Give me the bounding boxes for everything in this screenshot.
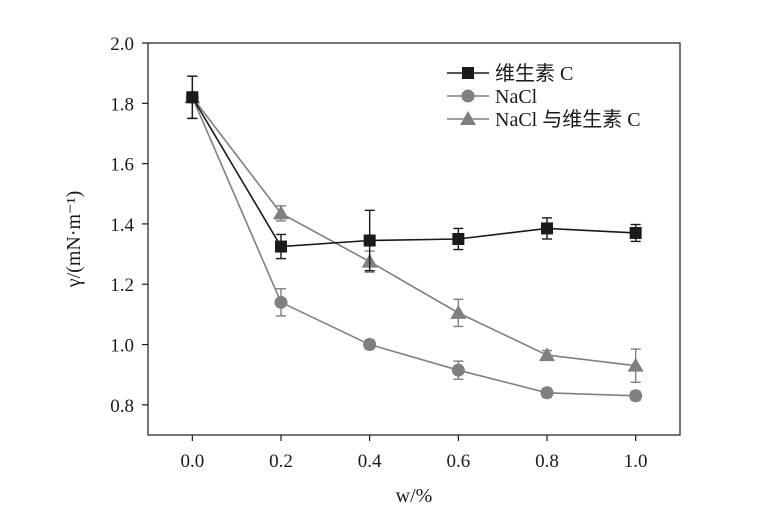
data-point <box>275 240 287 253</box>
y-tick-label: 0.8 <box>110 396 134 417</box>
x-tick-label: 1.0 <box>624 451 648 472</box>
data-point <box>452 233 465 245</box>
legend-item: 维生素 C <box>447 62 573 85</box>
y-tick-label: 1.0 <box>110 336 134 357</box>
x-tick-label: 0.2 <box>269 451 293 472</box>
legend-marker <box>461 89 475 103</box>
legend-item: NaCl <box>447 86 538 108</box>
data-point <box>451 363 465 377</box>
data-point <box>539 347 555 362</box>
data-point <box>541 222 553 235</box>
x-axis: 0.0 0.2 0.4 0.6 0.8 1.0 <box>180 435 648 472</box>
x-tick-label: 0.8 <box>535 451 559 472</box>
data-point <box>186 91 199 104</box>
x-tick-label: 0.6 <box>446 451 470 472</box>
x-tick-label: 0.4 <box>358 451 382 472</box>
data-point <box>450 304 467 319</box>
legend-label: NaCl <box>495 86 538 108</box>
legend-item: NaCl 与维生素 C <box>447 108 641 131</box>
y-tick-label: 2.0 <box>110 34 134 55</box>
plot-frame <box>147 42 681 436</box>
series-square <box>186 75 642 272</box>
series-layer <box>184 75 644 403</box>
data-point <box>540 386 554 400</box>
data-point <box>629 226 642 239</box>
y-axis: 0.8 1.0 1.2 1.4 1.6 1.8 2.0 <box>110 34 148 417</box>
data-point <box>363 338 377 352</box>
data-point <box>273 205 289 220</box>
x-tick-label: 0.0 <box>180 451 204 472</box>
legend-marker <box>460 111 476 125</box>
y-tick-label: 1.2 <box>110 275 134 296</box>
data-point <box>274 295 288 309</box>
legend-label: NaCl 与维生素 C <box>495 108 641 131</box>
x-axis-label: w/% <box>396 485 433 507</box>
legend-label: 维生素 C <box>495 62 573 85</box>
legend-marker <box>462 67 474 79</box>
y-tick-label: 1.6 <box>110 155 134 176</box>
y-tick-label: 1.4 <box>110 215 134 236</box>
data-point <box>629 389 643 403</box>
series-line <box>191 96 636 367</box>
data-point <box>627 357 644 372</box>
series-line <box>191 96 636 397</box>
series-line <box>191 96 636 248</box>
y-tick-label: 1.8 <box>110 94 134 115</box>
plot-border <box>147 42 681 436</box>
y-axis-label: γ/(mN·m⁻¹) <box>63 191 85 288</box>
data-point <box>363 234 376 247</box>
